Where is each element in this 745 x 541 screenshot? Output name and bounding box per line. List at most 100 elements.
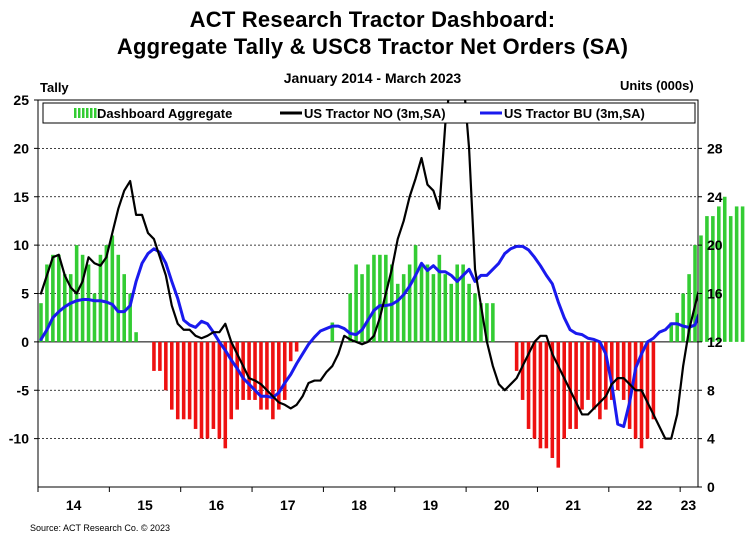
aggregate-bar (395, 283, 400, 342)
aggregate-bar (722, 196, 727, 342)
legend-label: US Tractor BU (3m,SA) (504, 106, 645, 121)
x-axis-tick-label: 18 (351, 497, 367, 513)
aggregate-bar (205, 341, 210, 439)
legend-swatch-aggregate (86, 108, 89, 118)
aggregate-bar (57, 254, 61, 342)
us-tractor-bu-line (39, 244, 698, 429)
x-axis-tick-label: 23 (681, 497, 697, 513)
aggregate-bar (181, 341, 186, 420)
aggregate-bar (98, 254, 103, 342)
x-axis-tick-label: 20 (494, 497, 510, 513)
aggregate-bar (378, 254, 382, 342)
aggregate-bar (449, 283, 454, 342)
legend-box (42, 102, 696, 124)
right-axis-tick-label: 20 (707, 237, 723, 253)
aggregate-bar (693, 245, 697, 342)
chart-title-line-1: ACT Research Tractor Dashboard: (189, 7, 556, 32)
aggregate-bar (669, 322, 674, 342)
aggregate-bar (277, 341, 281, 410)
right-axis-unit-label: Units (000s) (620, 78, 694, 93)
aggregate-bar (592, 341, 596, 410)
aggregate-bar (265, 341, 269, 410)
right-axis-tick-label: 12 (707, 334, 723, 350)
aggregate-bar (253, 341, 257, 400)
legend-label: Dashboard Aggregate (97, 106, 232, 121)
aggregate-bar (461, 264, 465, 342)
aggregate-bar (282, 341, 287, 400)
left-axis-tick-label: 20 (13, 140, 29, 156)
x-axis-tick-label: 19 (423, 497, 439, 513)
right-axis-tick-label: 16 (707, 286, 723, 302)
aggregate-bar (104, 245, 109, 342)
x-axis-tick-label: 16 (209, 497, 225, 513)
aggregate-bar (193, 341, 198, 429)
aggregate-bar (532, 341, 537, 439)
aggregate-bar (615, 341, 620, 391)
aggregate-bar (568, 341, 572, 429)
aggregate-bar (354, 264, 358, 342)
aggregate-bar (51, 254, 55, 342)
aggregate-bar (639, 341, 644, 449)
aggregate-bar (740, 206, 745, 342)
left-axis-unit-label: Tally (40, 80, 69, 95)
aggregate-bar (187, 341, 192, 420)
aggregate-bar (92, 293, 97, 342)
right-axis-tick-label: 24 (707, 189, 723, 205)
aggregate-bar (556, 341, 561, 468)
left-axis-tick-label: 25 (13, 92, 29, 108)
aggregate-bar (229, 341, 234, 420)
aggregate-bar (491, 303, 495, 342)
aggregate-bar (419, 264, 424, 342)
left-axis-tick-label: -10 (9, 431, 29, 447)
legend-swatch-aggregate (90, 108, 93, 118)
aggregate-bar (485, 303, 489, 342)
us-tractor-no-line (39, 100, 698, 440)
legend-swatch-aggregate (78, 108, 81, 118)
aggregate-bar (175, 341, 180, 420)
right-axis-tick-label: 0 (707, 479, 715, 495)
aggregate-bar (604, 341, 608, 410)
aggregate-bar (223, 341, 228, 449)
aggregate-bar (479, 303, 483, 342)
aggregate-bar (544, 341, 549, 449)
aggregate-bar (122, 274, 126, 342)
aggregate-bar (443, 274, 448, 342)
aggregate-bar (675, 312, 679, 342)
aggregate-bar (550, 341, 555, 458)
aggregate-bar (473, 293, 477, 342)
aggregate-bar (562, 341, 566, 439)
aggregate-bar (645, 341, 650, 439)
aggregate-bar (401, 274, 406, 342)
axes: -10 -5 0 5 10 15 20 25 0 4 8 12 16 20 24 28 14 15 16 17 18 19… (9, 92, 723, 513)
aggregate-bar (526, 341, 531, 429)
series-lines (39, 100, 698, 440)
right-axis-tick-label: 4 (707, 431, 715, 447)
aggregate-bar (330, 322, 335, 342)
left-axis-tick-label: 15 (13, 189, 29, 205)
aggregate-bar (681, 293, 685, 342)
aggregate-bar (455, 264, 459, 342)
aggregate-bar (170, 341, 174, 410)
aggregate-bar (621, 341, 626, 400)
aggregate-bar (717, 206, 721, 342)
aggregate-bar (520, 341, 525, 400)
aggregate-bar (235, 341, 239, 410)
legend-swatch-aggregate (94, 108, 97, 118)
aggregate-bar (271, 341, 275, 420)
aggregate-bar (199, 341, 204, 439)
left-axis-tick-label: 10 (13, 237, 29, 253)
aggregate-bar (217, 341, 222, 439)
x-axis-tick-label: 21 (565, 497, 581, 513)
aggregate-bar (86, 264, 91, 342)
aggregate-bar (288, 341, 293, 362)
aggregate-bar (699, 235, 703, 342)
dashboard-aggregate-bars (39, 196, 745, 468)
aggregate-bar (514, 341, 519, 371)
aggregate-bar (425, 264, 430, 342)
aggregate-bar (116, 254, 121, 342)
right-axis-tick-label: 8 (707, 382, 715, 398)
aggregate-bar (574, 341, 578, 429)
aggregate-bar (68, 274, 73, 342)
aggregate-bar (158, 341, 162, 371)
